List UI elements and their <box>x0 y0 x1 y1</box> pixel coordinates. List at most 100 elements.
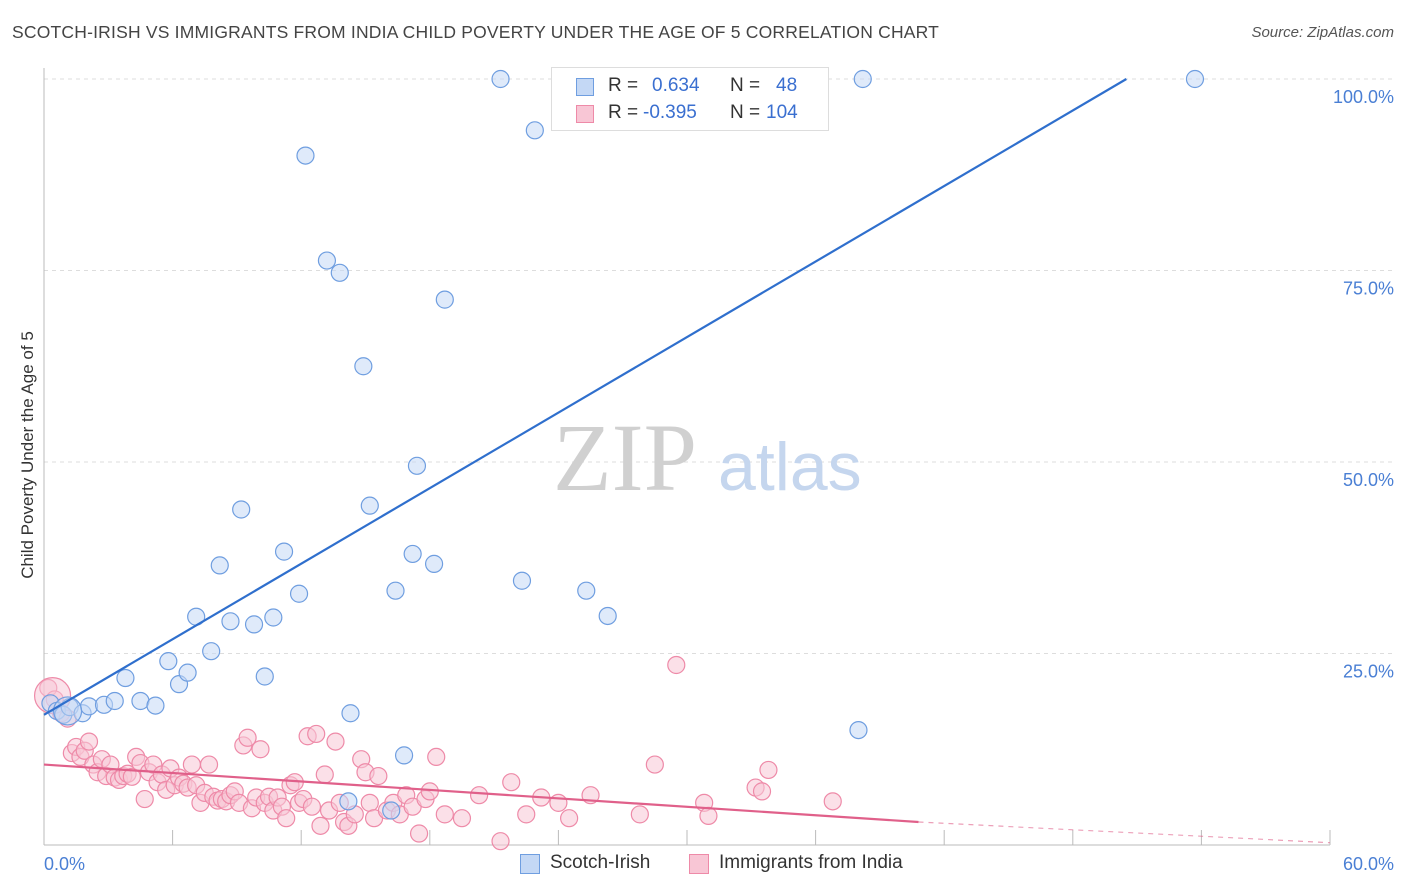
chart-title: SCOTCH-IRISH VS IMMIGRANTS FROM INDIA CH… <box>12 22 940 42</box>
data-point-scotch-irish <box>296 146 315 165</box>
data-point-scotch-irish <box>105 691 124 711</box>
data-point-india <box>182 755 201 774</box>
blue-swatch <box>576 78 594 96</box>
data-point-india <box>752 782 772 801</box>
trend-line-india <box>43 763 919 824</box>
data-point-india <box>307 724 326 744</box>
data-point-scotch-irish <box>491 69 510 89</box>
data-point-scotch-irish <box>577 581 596 600</box>
y-tick-label: 25.0% <box>1343 662 1394 682</box>
data-point-scotch-irish <box>386 581 405 600</box>
series-immigrants-from-india <box>33 655 842 851</box>
data-point-india <box>435 805 454 824</box>
data-point-india <box>369 766 388 786</box>
data-point-scotch-irish <box>289 584 309 603</box>
correlation-legend: R = 0.634 N = 48 R = -0.395 N = 104 <box>551 67 829 131</box>
data-point-india <box>491 832 510 851</box>
data-point-scotch-irish <box>341 704 360 723</box>
data-point-india <box>502 773 521 792</box>
data-point-scotch-irish <box>407 456 427 475</box>
data-point-scotch-irish <box>512 571 532 590</box>
data-point-scotch-irish <box>1185 69 1205 89</box>
data-point-scotch-irish <box>330 263 349 282</box>
data-point-india <box>302 797 322 816</box>
data-point-scotch-irish <box>849 720 868 740</box>
data-point-scotch-irish <box>360 496 379 515</box>
data-point-india <box>667 655 686 675</box>
legend-r-value: -0.395 <box>643 102 697 123</box>
data-point-scotch-irish <box>116 668 135 688</box>
data-point-scotch-irish <box>598 606 617 626</box>
x-tick-label: 0.0% <box>44 854 85 874</box>
data-point-scotch-irish <box>394 746 414 765</box>
data-point-india <box>645 755 664 774</box>
data-point-india <box>452 809 472 828</box>
source-label: Source: ZipAtlas.com <box>1251 24 1394 41</box>
data-point-india <box>823 792 842 811</box>
legend-label: Scotch-Irish <box>550 852 651 873</box>
data-point-india <box>238 728 257 747</box>
data-point-india <box>409 824 429 843</box>
blue-swatch <box>520 854 540 874</box>
data-point-india <box>251 740 270 759</box>
legend-n-label: N = <box>730 75 761 96</box>
data-point-scotch-irish <box>202 642 221 661</box>
data-point-scotch-irish <box>79 697 99 716</box>
axes <box>43 68 1331 846</box>
data-point-india <box>699 806 718 825</box>
series-scotch-irish <box>41 69 1205 820</box>
pink-swatch <box>576 105 594 123</box>
data-point-india <box>315 765 334 784</box>
data-point-scotch-irish <box>403 544 422 564</box>
data-point-scotch-irish <box>339 792 358 811</box>
y-tick-label: 75.0% <box>1343 279 1394 299</box>
x-tick-label: 60.0% <box>1343 854 1394 874</box>
legend-r-label: R = <box>608 102 639 123</box>
data-point-india <box>199 755 219 774</box>
legend-label: Immigrants from India <box>719 852 903 873</box>
watermark-atlas: atlas <box>718 429 862 505</box>
data-point-scotch-irish <box>525 121 544 140</box>
data-point-india <box>122 767 141 786</box>
data-point-india <box>630 805 649 824</box>
grid-lines <box>44 78 1394 654</box>
series-legend: Scotch-Irish Immigrants from India <box>0 852 1406 878</box>
data-point-india <box>517 805 536 824</box>
data-point-scotch-irish <box>159 652 178 671</box>
data-point-india <box>135 789 154 809</box>
tick-labels: 100.0% 75.0% 50.0% 25.0% 0.0% 60.0% <box>44 87 1394 874</box>
trend-line-scotch-irish <box>43 78 1127 716</box>
data-point-scotch-irish <box>244 615 264 634</box>
data-point-scotch-irish <box>146 696 165 715</box>
y-tick-label: 100.0% <box>1333 87 1394 107</box>
trend-lines <box>43 78 1331 844</box>
watermark: ZIP atlas <box>553 404 862 511</box>
legend-r-value: 0.634 <box>652 75 700 96</box>
data-point-india <box>79 732 99 751</box>
data-point-scotch-irish <box>382 801 401 820</box>
data-point-india <box>427 747 446 767</box>
data-point-scotch-irish <box>210 556 229 575</box>
data-point-india <box>469 786 489 805</box>
data-point-scotch-irish <box>354 357 373 376</box>
data-point-scotch-irish <box>317 251 337 270</box>
data-point-scotch-irish <box>232 500 251 519</box>
data-point-scotch-irish <box>178 663 197 682</box>
legend-n-value: 48 <box>776 75 798 96</box>
data-point-scotch-irish <box>221 612 240 631</box>
legend-n-label: N = <box>730 102 761 123</box>
data-point-scotch-irish <box>435 290 454 309</box>
data-point-scotch-irish <box>274 542 294 561</box>
data-point-scotch-irish <box>255 667 274 686</box>
data-point-india <box>311 816 330 835</box>
data-point-scotch-irish <box>131 691 150 711</box>
watermark-zip: ZIP <box>553 404 697 511</box>
data-point-scotch-irish <box>264 608 283 627</box>
legend-r-label: R = <box>608 75 639 96</box>
legend-n-value: 104 <box>766 102 798 123</box>
data-point-india <box>759 760 778 780</box>
trend-line-india-extension <box>918 821 1331 844</box>
y-tick-label: 50.0% <box>1343 470 1394 490</box>
data-point-india <box>560 809 579 828</box>
data-point-scotch-irish <box>424 554 444 573</box>
